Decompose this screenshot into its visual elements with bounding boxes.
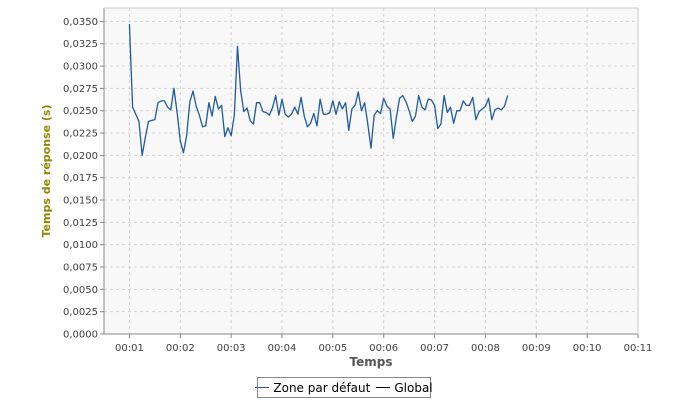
y-tick-label: 0,0000 — [63, 330, 98, 341]
x-tick-label: 00:01 — [115, 343, 144, 354]
y-tick-label: 0,0275 — [63, 84, 98, 95]
axes — [103, 7, 639, 335]
y-axis-title: Temps de réponse (s) — [40, 105, 53, 238]
grid-lines — [104, 8, 638, 335]
legend-swatch-zone — [255, 387, 270, 388]
x-tick-label: 00:07 — [420, 343, 449, 354]
legend-label-zone: Zone par défaut — [273, 380, 371, 395]
x-tick-label: 00:11 — [624, 343, 653, 354]
y-tick-label: 0,0350 — [63, 17, 98, 28]
y-tick-label: 0,0075 — [63, 263, 98, 274]
legend-item-zone: Zone par défaut — [255, 381, 370, 395]
legend: Zone par défaut Global — [255, 377, 433, 398]
legend-swatch-global — [376, 387, 391, 388]
y-tick-label: 0,0300 — [63, 62, 98, 73]
x-axis-title: Temps — [350, 355, 393, 369]
x-tick-label: 00:05 — [318, 343, 347, 354]
x-tick-label: 00:04 — [268, 343, 297, 354]
x-tick-label: 00:10 — [573, 343, 602, 354]
x-axis-ticks: 00:01 00:02 00:03 00:04 00:05 00:06 00:07 00:08… — [115, 334, 652, 354]
series-line-0 — [128, 24, 509, 157]
y-tick-label: 0,0175 — [63, 173, 98, 184]
y-tick-label: 0,0225 — [63, 129, 98, 140]
y-tick-label: 0,0050 — [63, 285, 98, 296]
legend-item-global: Global — [376, 380, 433, 395]
y-tick-label: 0,0250 — [63, 106, 98, 117]
y-axis-ticks: 0,0000 0,0025 0,0050 0,0075 0,0100 0,0125 0,01… — [63, 17, 104, 341]
x-tick-label: 00:02 — [166, 343, 195, 354]
x-tick-label: 00:08 — [471, 343, 500, 354]
x-tick-label: 00:06 — [369, 343, 398, 354]
legend-label-global: Global — [394, 380, 433, 395]
x-tick-label: 00:09 — [522, 343, 551, 354]
y-tick-label: 0,0025 — [63, 307, 98, 318]
series-layer — [128, 24, 509, 157]
plot-area — [104, 8, 638, 334]
y-tick-label: 0,0325 — [63, 39, 98, 50]
y-tick-label: 0,0200 — [63, 151, 98, 162]
y-tick-label: 0,0125 — [63, 218, 98, 229]
y-tick-label: 0,0100 — [63, 240, 98, 251]
y-tick-label: 0,0150 — [63, 196, 98, 207]
x-tick-label: 00:03 — [217, 343, 246, 354]
